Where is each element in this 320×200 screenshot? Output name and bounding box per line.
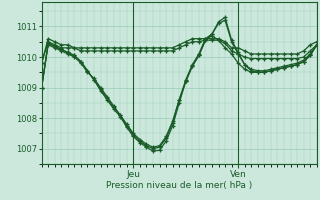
X-axis label: Pression niveau de la mer( hPa ): Pression niveau de la mer( hPa ): [106, 181, 252, 190]
